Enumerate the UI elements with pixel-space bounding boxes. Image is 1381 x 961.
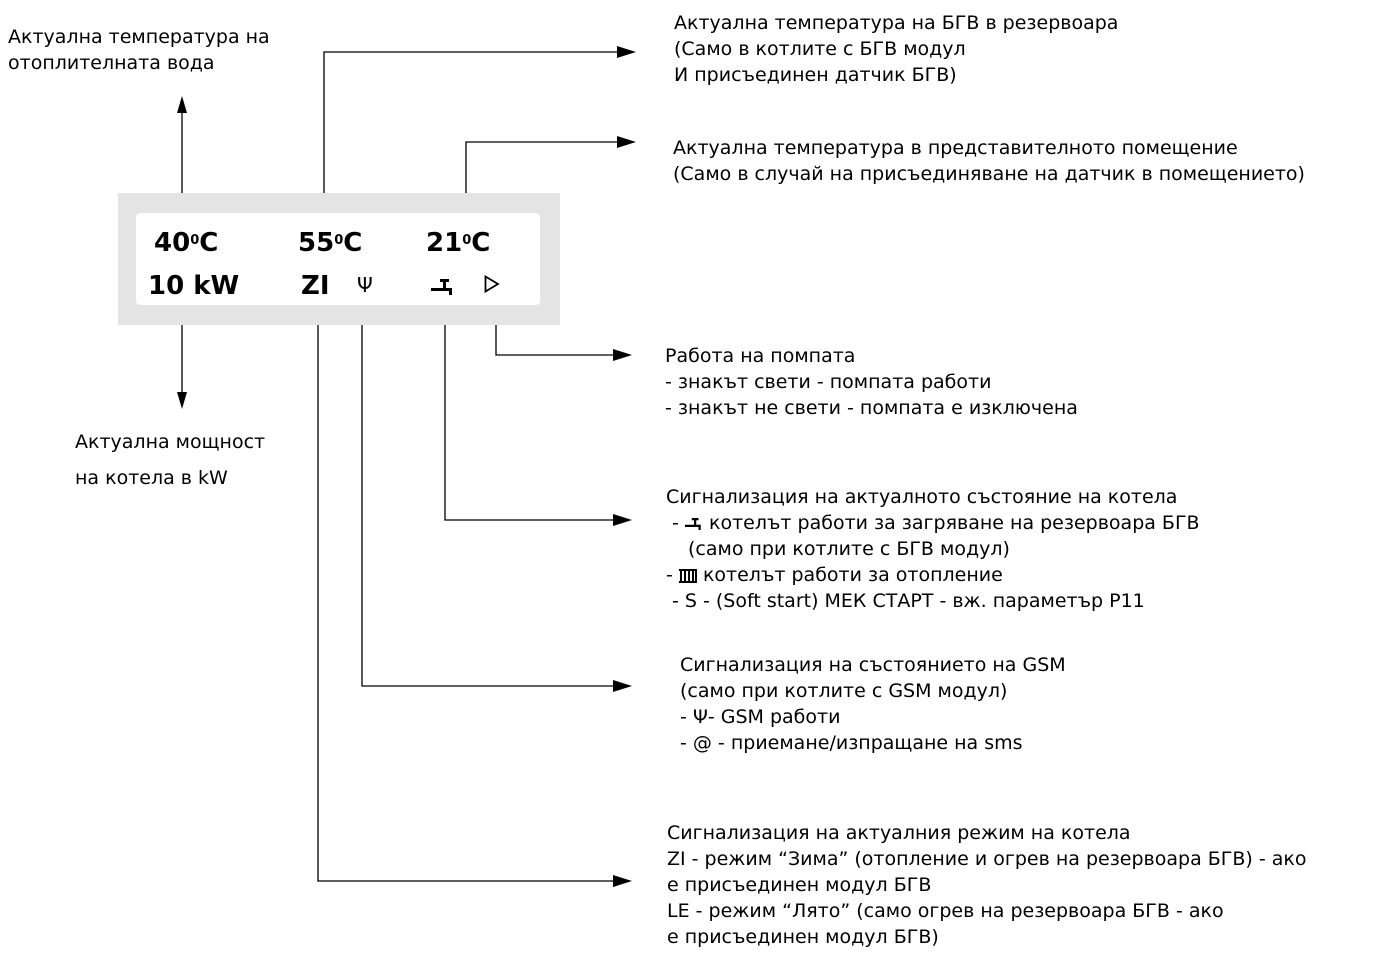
boiler-state-label: Сигнализация на актуалното състояние на … <box>666 486 1200 612</box>
degree-sign: 0 <box>334 233 344 248</box>
dhw-temp-label: Актуална температура на БГВ в резервоара… <box>674 12 1119 86</box>
arrowhead-right-mode <box>613 875 632 887</box>
heating-temp-value: 40 <box>154 228 191 258</box>
power-readout: 10 kW <box>148 271 240 301</box>
room-temp-label: Актуална температура в представителното … <box>673 137 1305 185</box>
heating-temp-label: Актуална температура на отоплителната во… <box>8 26 270 74</box>
mode-connector <box>317 310 614 882</box>
arrowhead-right-pump <box>613 349 632 361</box>
arrowhead-right-gsm <box>613 680 632 692</box>
room-temp-connector <box>465 141 618 202</box>
degree-sign: 0 <box>190 233 200 248</box>
radiator-icon <box>678 569 697 583</box>
gsm-connector <box>361 294 614 687</box>
dhw-temp-connector <box>323 51 618 202</box>
room-temp-readout: 210C <box>426 228 490 258</box>
pump-triangle-icon <box>484 275 500 293</box>
gsm-label: Сигнализация на състоянието на GSM (само… <box>680 654 1066 754</box>
unit-label: C <box>471 228 491 258</box>
boiler-state-connector <box>444 296 614 521</box>
unit-label: C <box>199 228 219 258</box>
display-panel <box>136 213 540 305</box>
arrowhead-right-dhw <box>617 46 636 58</box>
gsm-symbol: Ψ <box>357 273 373 297</box>
tap-icon <box>684 518 701 530</box>
mode-label: Сигнализация на актуалния режим на котел… <box>667 822 1307 948</box>
dhw-temp-readout: 550C <box>298 228 362 258</box>
arrowhead-right-state <box>613 514 632 526</box>
pump-label: Работа на помпата - знакът свети - помпа… <box>665 345 1078 419</box>
dhw-temp-value: 55 <box>298 228 335 258</box>
tap-icon <box>431 279 452 295</box>
power-label: Актуална мощност на котела в kW <box>75 431 266 489</box>
mode-readout: ZI <box>301 271 330 301</box>
degree-sign: 0 <box>462 233 472 248</box>
arrowhead-right-room <box>617 136 636 148</box>
heating-temp-readout: 400C <box>154 228 218 258</box>
arrowhead-down <box>177 392 187 409</box>
arrowhead-up <box>177 96 187 113</box>
unit-label: C <box>343 228 363 258</box>
room-temp-value: 21 <box>426 228 463 258</box>
